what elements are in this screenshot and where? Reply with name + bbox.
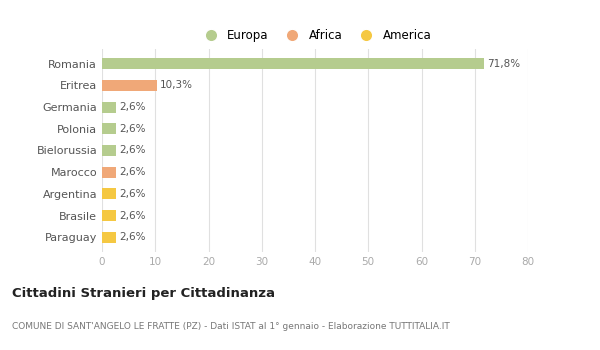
Text: 2,6%: 2,6% <box>119 167 146 177</box>
Bar <box>102 58 484 69</box>
Bar <box>102 232 116 243</box>
Bar <box>102 123 116 134</box>
Bar <box>102 102 116 112</box>
Text: COMUNE DI SANT'ANGELO LE FRATTE (PZ) - Dati ISTAT al 1° gennaio - Elaborazione T: COMUNE DI SANT'ANGELO LE FRATTE (PZ) - D… <box>12 322 450 331</box>
Text: 2,6%: 2,6% <box>119 232 146 242</box>
Bar <box>102 189 116 199</box>
Bar <box>102 80 157 91</box>
Text: 71,8%: 71,8% <box>488 59 521 69</box>
Text: 2,6%: 2,6% <box>119 102 146 112</box>
Bar <box>102 210 116 221</box>
Text: 2,6%: 2,6% <box>119 211 146 220</box>
Bar <box>102 145 116 156</box>
Text: 10,3%: 10,3% <box>160 80 193 90</box>
Bar <box>102 167 116 178</box>
Text: 2,6%: 2,6% <box>119 189 146 199</box>
Legend: Europa, Africa, America: Europa, Africa, America <box>194 25 436 47</box>
Text: 2,6%: 2,6% <box>119 146 146 155</box>
Text: 2,6%: 2,6% <box>119 124 146 134</box>
Text: Cittadini Stranieri per Cittadinanza: Cittadini Stranieri per Cittadinanza <box>12 287 275 300</box>
